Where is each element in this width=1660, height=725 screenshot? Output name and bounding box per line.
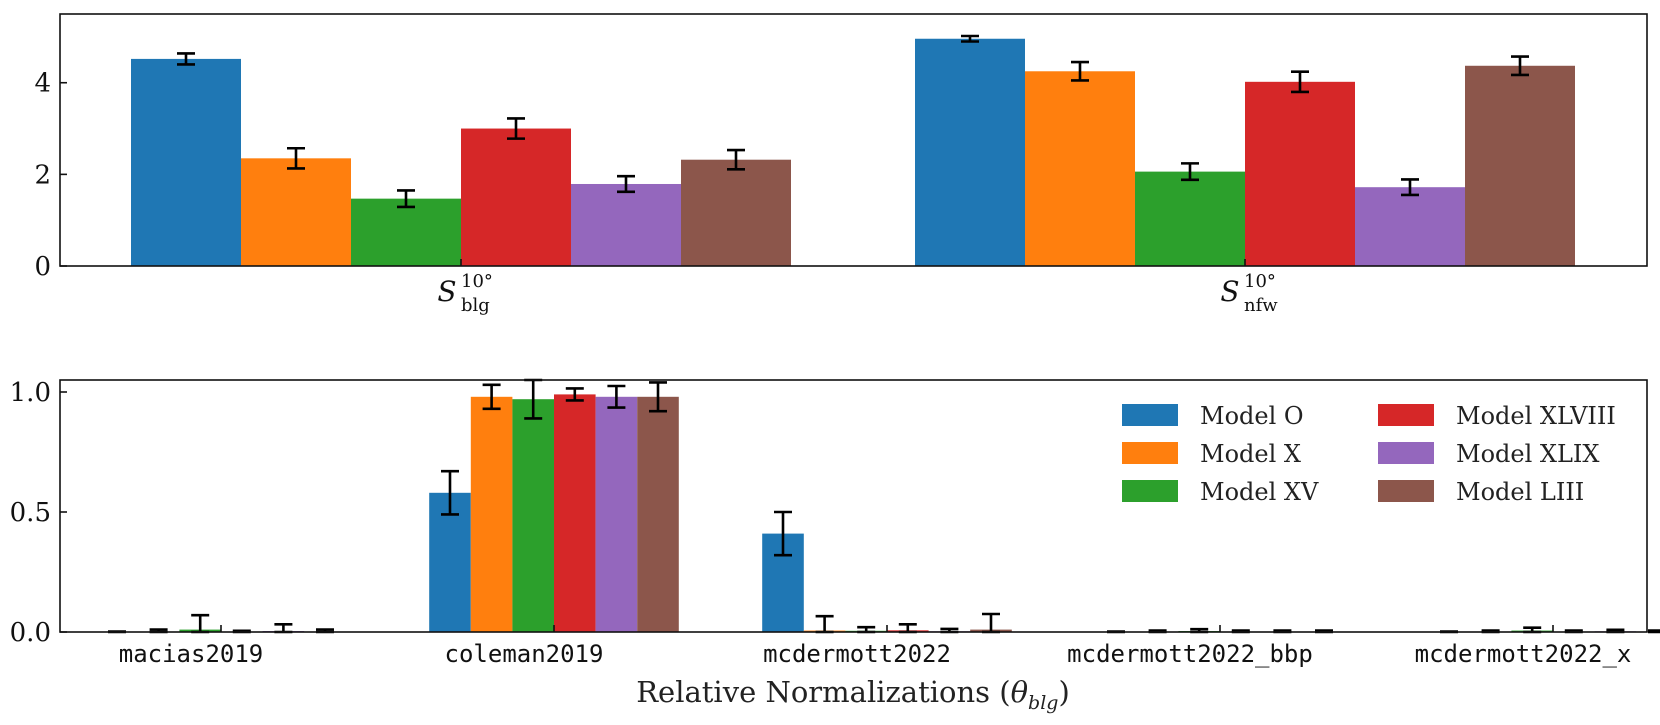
bottom-errorbar-1-0: [441, 469, 459, 516]
x-axis-label: Relative Normalizations (θblg): [636, 675, 1070, 714]
cat1-sup: 10°: [1244, 271, 1276, 292]
legend-label-1: Model X: [1200, 440, 1301, 468]
x-axis-label-text: Relative Normalizations (: [636, 675, 1010, 709]
bottom-bar-1-3: [554, 394, 596, 632]
bottom-errorbar-0-2: [191, 613, 210, 634]
top-bar-0-5: [681, 159, 791, 266]
x-axis-label-symbol: θ: [1011, 675, 1028, 709]
top-bar-1-4: [1355, 187, 1465, 266]
legend-swatch-1: [1122, 442, 1178, 464]
top-plot-frame: [59, 13, 1648, 267]
bottom-errorbar-1-1: [482, 383, 501, 411]
x-axis-label-close: ): [1058, 675, 1069, 709]
top-panel: 0 2 4 S 10° blg S 10° nfw: [34, 13, 1648, 316]
bottom-errorbar-4-5: [1648, 629, 1660, 634]
svg-text:S: S: [437, 275, 456, 308]
bottom-bar-1-2: [512, 399, 554, 632]
bottom-category-label-1: coleman2019: [445, 640, 604, 668]
top-bar-1-5: [1465, 65, 1575, 267]
bottom-y-ticks: 0.0 0.5 1.0: [10, 378, 67, 648]
bottom-errorbar-2-5: [982, 612, 1000, 634]
top-errorbar-1-4: [1401, 178, 1419, 197]
top-y-tick-label-0: 0: [34, 252, 51, 282]
legend-label-0: Model O: [1200, 402, 1304, 430]
top-errorbar-1-1: [1071, 60, 1089, 82]
cat1-base: S: [1220, 275, 1239, 308]
legend-label-4: Model XLIX: [1456, 440, 1599, 468]
cat0-sub: blg: [461, 295, 490, 316]
bottom-panel: 0.0 0.5 1.0 macias2019 coleman2019 mcdermott…: [10, 378, 1660, 714]
bottom-category-label-3: mcdermott2022_bbp: [1067, 640, 1313, 668]
cat0-base: S: [437, 275, 456, 308]
bottom-bar-1-1: [470, 396, 513, 632]
legend-swatch-5: [1378, 480, 1434, 502]
svg-text:S: S: [1220, 275, 1239, 308]
bottom-errorbar-1-4: [607, 384, 626, 409]
top-category-label-1: S 10° nfw: [1220, 271, 1278, 316]
top-errorbar-0-1: [287, 146, 305, 170]
top-y-ticks: 0 2 4: [34, 69, 67, 282]
legend-label-5: Model LIII: [1456, 478, 1584, 506]
legend-swatch-4: [1378, 442, 1434, 464]
bottom-y-tick-label-2: 1.0: [10, 378, 51, 408]
bottom-errorbar-2-3: [898, 623, 917, 634]
bottom-errorbar-1-3: [565, 387, 584, 402]
bottom-category-label-2: mcdermott2022: [763, 640, 951, 668]
x-axis-label-sub: blg: [1028, 692, 1058, 714]
top-errorbar-0-0: [177, 52, 195, 66]
top-error-bars: [177, 34, 1529, 209]
cat1-sub: nfw: [1244, 295, 1278, 316]
bottom-errorbar-2-0: [774, 510, 792, 557]
bottom-category-label-0: macias2019: [119, 640, 264, 668]
bottom-bars: [137, 394, 1660, 632]
cat0-sup: 10°: [461, 271, 493, 292]
bottom-x-ticks: macias2019 coleman2019 mcdermott2022 mcderm…: [119, 625, 1632, 668]
top-y-tick-label-1: 2: [34, 160, 51, 190]
top-errorbar-0-4: [617, 174, 635, 194]
top-category-label-0: S 10° blg: [437, 271, 493, 316]
bottom-errorbar-0-4: [274, 623, 293, 634]
bottom-plot-frame: [59, 379, 1648, 633]
top-bar-1-0: [915, 38, 1025, 266]
top-bar-1-3: [1245, 81, 1355, 266]
top-errorbar-0-5: [727, 148, 745, 171]
bottom-bar-1-0: [429, 492, 471, 632]
top-bar-0-3: [461, 128, 571, 266]
top-errorbar-1-0: [961, 34, 979, 43]
top-bar-0-2: [351, 198, 461, 266]
legend-swatch-0: [1122, 404, 1178, 426]
bottom-y-tick-label-1: 0.5: [10, 498, 51, 528]
top-bar-0-1: [241, 158, 351, 266]
top-errorbar-0-2: [397, 189, 415, 209]
top-x-ticks: [460, 259, 1246, 266]
bottom-bar-1-5: [637, 396, 679, 632]
bottom-errorbar-1-5: [649, 381, 667, 413]
legend-label-2: Model XV: [1200, 478, 1319, 506]
legend-swatch-3: [1378, 404, 1434, 426]
bottom-category-label-4: mcdermott2022_x: [1415, 640, 1632, 668]
top-errorbar-1-5: [1511, 55, 1529, 77]
legend: Model O Model X Model XV Model XLVIII Mo…: [1122, 402, 1616, 506]
top-bar-1-1: [1025, 71, 1135, 266]
top-y-tick-label-2: 4: [34, 69, 51, 99]
legend-label-3: Model XLVIII: [1456, 402, 1616, 430]
bottom-y-tick-label-0: 0.0: [10, 618, 51, 648]
top-bar-1-2: [1135, 171, 1245, 266]
bottom-bar-1-4: [595, 396, 638, 632]
top-bar-0-0: [131, 58, 241, 266]
top-errorbar-1-3: [1291, 70, 1309, 94]
top-bar-0-4: [571, 183, 681, 266]
legend-swatch-2: [1122, 480, 1178, 502]
bottom-errorbar-2-1: [815, 614, 834, 634]
top-errorbar-0-3: [507, 117, 525, 140]
top-errorbar-1-2: [1181, 162, 1199, 182]
top-bars: [131, 38, 1575, 267]
